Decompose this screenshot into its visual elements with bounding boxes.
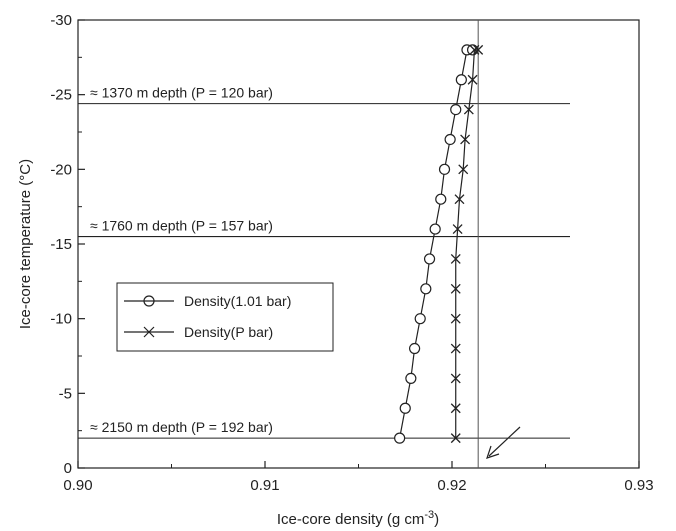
data-point-x <box>450 403 461 414</box>
data-point-x <box>450 373 461 384</box>
data-point-circle <box>450 103 462 116</box>
y-tick-label: -25 <box>50 87 72 104</box>
data-point-circle <box>423 253 436 265</box>
data-point-x <box>467 74 478 85</box>
data-point-x <box>450 313 461 324</box>
y-tick-label: -30 <box>50 12 72 29</box>
x-tick-label: 0.93 <box>624 477 653 494</box>
legend-entry-1: Density(1.01 bar) <box>184 293 291 309</box>
data-point-x <box>450 343 461 354</box>
x-tick-label: 0.90 <box>63 477 92 494</box>
data-point-x <box>450 253 461 264</box>
depth-line-label: ≈ 1370 m depth (P = 120 bar) <box>90 85 273 101</box>
data-point-x <box>460 134 471 145</box>
data-point-x <box>450 433 461 444</box>
y-tick-label: 0 <box>64 460 72 477</box>
data-point-circle <box>444 133 456 146</box>
data-point-x <box>463 104 474 115</box>
data-point-x <box>450 283 461 294</box>
legend-x-marker <box>143 326 155 338</box>
data-point-circle <box>409 342 421 355</box>
data-point-circle <box>429 223 441 235</box>
legend: Density(1.01 bar) Density(P bar) <box>116 282 334 352</box>
data-point-circle <box>420 283 432 295</box>
data-point-x <box>452 224 463 235</box>
y-tick-label: -20 <box>50 161 72 178</box>
data-point-x <box>469 44 480 55</box>
legend-box <box>116 282 334 352</box>
y-tick-label: -5 <box>59 385 72 402</box>
x-axis-label: Ice-core density (g cm-3) <box>277 509 439 528</box>
axis-ticks: 0.90 0.91 0.92 0.93 0 -5 -10 -15 -20 -25 -30 <box>50 12 653 494</box>
data-point-circle <box>455 74 467 86</box>
data-point-x <box>473 44 484 55</box>
depth-line-label: ≈ 2150 m depth (P = 192 bar) <box>90 419 273 435</box>
arrow-annotation <box>486 426 521 459</box>
legend-entry-2: Density(P bar) <box>184 324 273 340</box>
data-point-circle <box>399 402 411 414</box>
x-tick-label: 0.92 <box>437 477 466 494</box>
depth-lines: ≈ 1370 m depth (P = 120 bar) ≈ 1760 m dep… <box>78 85 570 439</box>
data-series <box>394 44 484 444</box>
y-tick-label: -15 <box>50 236 72 253</box>
data-point-circle <box>414 313 426 325</box>
depth-line-label: ≈ 1760 m depth (P = 157 bar) <box>90 218 273 234</box>
x-axis-label-superscript: -3 <box>424 509 434 521</box>
data-point-circle <box>394 432 406 444</box>
legend-circle-marker <box>143 295 155 307</box>
data-point-x <box>454 194 465 205</box>
y-tick-label: -10 <box>50 311 72 328</box>
y-axis-label: Ice-core temperature (°C) <box>17 159 34 329</box>
x-tick-label: 0.91 <box>250 477 279 494</box>
data-point-x <box>458 164 469 175</box>
data-point-circle <box>435 193 447 205</box>
data-point-circle <box>405 372 417 384</box>
data-point-circle <box>438 163 451 175</box>
